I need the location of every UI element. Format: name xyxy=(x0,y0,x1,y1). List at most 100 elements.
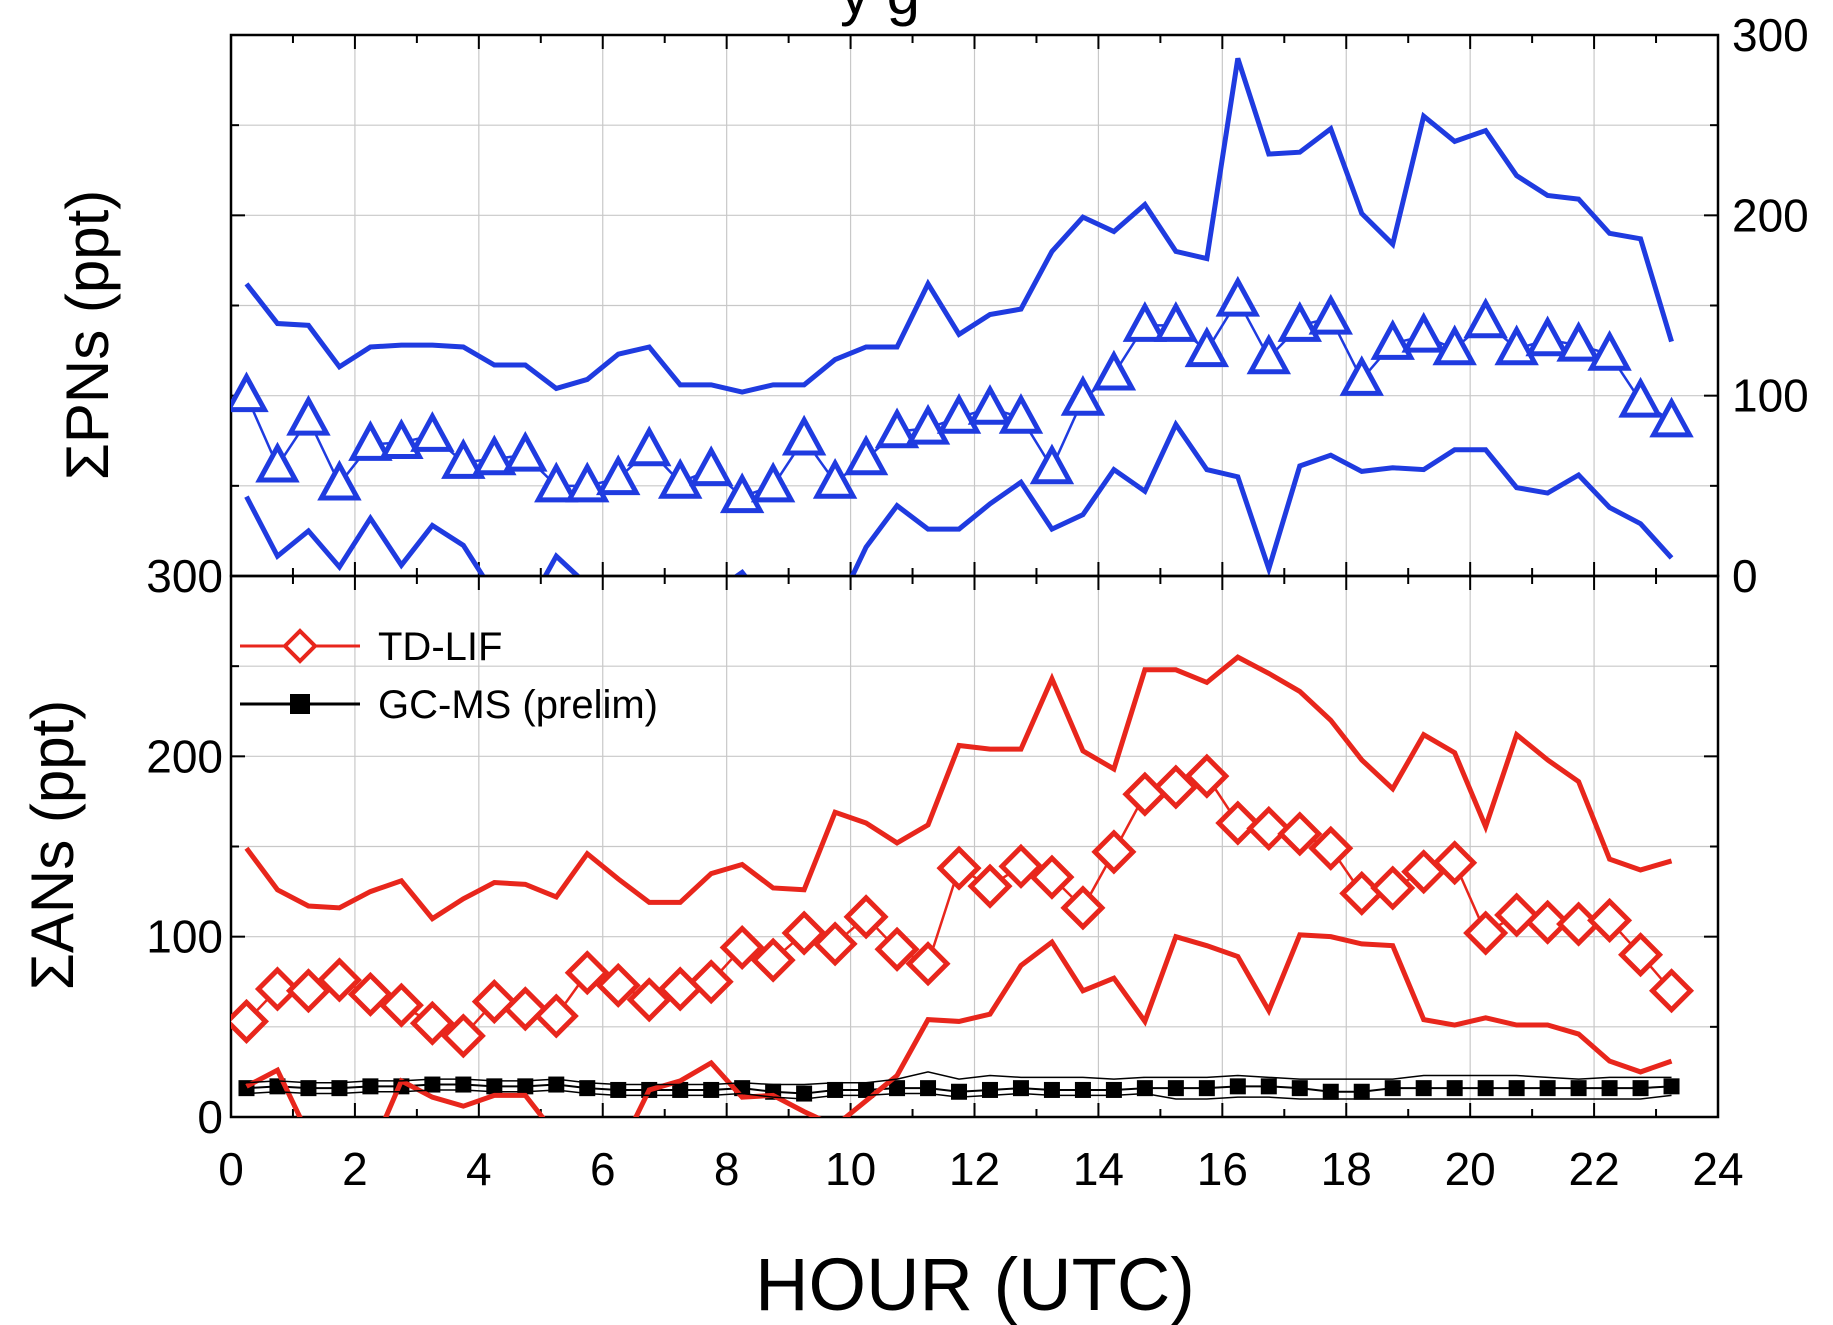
square-marker xyxy=(1632,1080,1649,1097)
diamond-marker xyxy=(1153,764,1199,810)
square-marker xyxy=(1074,1081,1091,1098)
diamond-marker xyxy=(1122,771,1168,817)
triangle-marker xyxy=(750,461,796,503)
x-tick-label: 0 xyxy=(218,1143,244,1195)
triangle-marker xyxy=(905,403,951,445)
y-tick-label: 300 xyxy=(1732,9,1809,61)
triangle-marker xyxy=(1370,319,1415,360)
triangle-marker xyxy=(231,371,269,413)
diamond-marker xyxy=(874,926,920,972)
bound-line-panel0-series1 xyxy=(244,57,1674,395)
x-tick-label: 18 xyxy=(1321,1143,1372,1195)
bound-line-panel1-series5 xyxy=(246,1089,1672,1100)
square-marker xyxy=(889,1080,906,1097)
triangle-marker xyxy=(596,454,641,496)
triangle-marker xyxy=(874,407,920,449)
square-marker xyxy=(579,1080,596,1097)
x-tick-label: 6 xyxy=(590,1143,616,1195)
triangle-marker xyxy=(936,393,982,434)
bound-line-panel0-series2 xyxy=(244,419,1674,576)
square-marker xyxy=(1508,1080,1525,1097)
x-tick-label: 22 xyxy=(1568,1143,1619,1195)
x-tick-label: 24 xyxy=(1692,1143,1743,1195)
square-marker xyxy=(517,1078,534,1095)
diamond-marker xyxy=(719,924,765,971)
x-tick-label: 2 xyxy=(342,1143,368,1195)
square-marker xyxy=(1384,1080,1401,1097)
diamond-marker xyxy=(626,977,672,1023)
diamond-marker xyxy=(1277,811,1323,857)
square-marker xyxy=(1539,1080,1556,1097)
bound-line-panel1-series4 xyxy=(246,1071,1672,1086)
triangle-marker xyxy=(627,425,672,467)
square-marker xyxy=(424,1076,441,1093)
square-marker xyxy=(827,1081,844,1098)
square-marker xyxy=(981,1081,998,1098)
triangle-marker xyxy=(1463,297,1508,339)
diamond-marker xyxy=(812,921,858,967)
square-marker xyxy=(362,1078,379,1095)
triangle-marker xyxy=(1649,396,1694,438)
triangle-marker xyxy=(503,430,548,472)
triangle-marker xyxy=(843,434,889,476)
triangle-marker xyxy=(1277,301,1322,342)
diamond-marker xyxy=(316,957,362,1003)
chart-title-fragment: y g xyxy=(840,0,920,27)
bottom-y-axis-title: ΣANs (ppt) xyxy=(19,700,86,990)
diamond-marker xyxy=(1029,854,1075,900)
square-marker xyxy=(796,1085,813,1102)
diamond-marker xyxy=(905,941,951,987)
x-tick-label: 12 xyxy=(949,1143,1000,1195)
square-marker xyxy=(672,1081,689,1098)
bound-line-panel1-series2 xyxy=(244,654,1673,922)
square-marker xyxy=(1291,1080,1308,1097)
square-marker xyxy=(1601,1080,1618,1097)
diamond-marker xyxy=(378,982,424,1028)
triangle-marker xyxy=(1339,355,1384,396)
triangle-marker xyxy=(472,434,517,476)
y-tick-label: 100 xyxy=(1732,370,1809,422)
diamond-marker xyxy=(1246,805,1292,852)
triangle-marker xyxy=(1618,376,1663,418)
square-marker xyxy=(1043,1081,1060,1098)
x-tick-label: 14 xyxy=(1073,1143,1124,1195)
triangle-marker xyxy=(410,411,455,452)
triangle-marker xyxy=(565,461,610,503)
diamond-marker xyxy=(750,937,796,983)
square-marker xyxy=(548,1076,565,1093)
square-marker xyxy=(703,1081,720,1098)
triangle-marker xyxy=(255,441,300,483)
triangle-marker xyxy=(1091,349,1137,391)
diamond-marker xyxy=(254,966,301,1012)
x-tick-label: 20 xyxy=(1445,1143,1496,1195)
legend-gc-ms-marker xyxy=(290,694,310,714)
diamond-marker xyxy=(502,986,548,1032)
triangle-marker xyxy=(317,459,362,501)
square-marker xyxy=(1167,1080,1184,1097)
square-marker xyxy=(300,1080,317,1097)
square-marker xyxy=(1477,1080,1494,1097)
square-marker xyxy=(1105,1081,1122,1098)
diamond-marker xyxy=(781,910,827,956)
triangle-marker xyxy=(1401,311,1446,353)
triangle-marker xyxy=(812,458,858,499)
x-tick-label: 8 xyxy=(714,1143,740,1195)
triangle-marker xyxy=(657,458,703,499)
diamond-marker xyxy=(843,894,889,940)
triangle-marker xyxy=(719,472,765,514)
diamond-marker xyxy=(471,979,517,1025)
triangle-marker xyxy=(1060,375,1106,416)
triangle-marker xyxy=(379,418,424,460)
square-marker xyxy=(610,1081,627,1098)
square-marker xyxy=(920,1080,937,1097)
diamond-marker xyxy=(967,863,1013,909)
triangle-marker xyxy=(688,445,734,487)
y-tick-label: 100 xyxy=(146,911,223,963)
diamond-marker xyxy=(1308,825,1354,871)
triangle-marker xyxy=(998,393,1044,434)
square-marker xyxy=(1353,1083,1370,1100)
diamond-marker xyxy=(409,1000,455,1046)
square-marker xyxy=(951,1083,968,1100)
y-tick-label: 300 xyxy=(146,550,223,602)
